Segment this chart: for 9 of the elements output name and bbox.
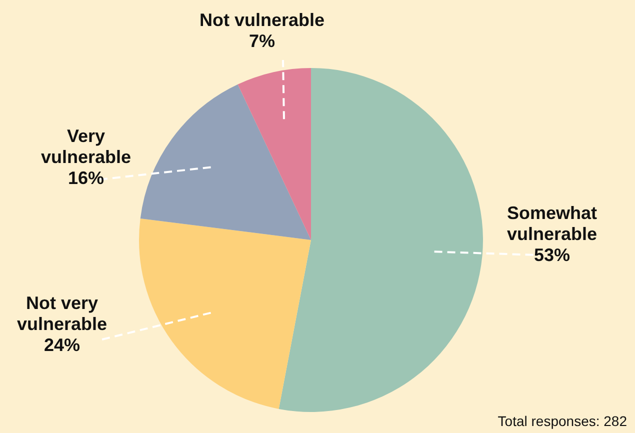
data-label: 53% [534,244,570,265]
slice-label: Somewhat vulnerable [506,202,598,244]
text: Total responses: 282 [498,413,627,429]
data-label: 16% [68,168,104,188]
slice-label: Not vulnerable [199,10,325,30]
data-label: 7% [248,30,276,51]
data-label: 24% [44,334,80,355]
slice-label: Very vulnerable [40,126,132,167]
slice-label: Not very vulnerable [16,292,108,334]
